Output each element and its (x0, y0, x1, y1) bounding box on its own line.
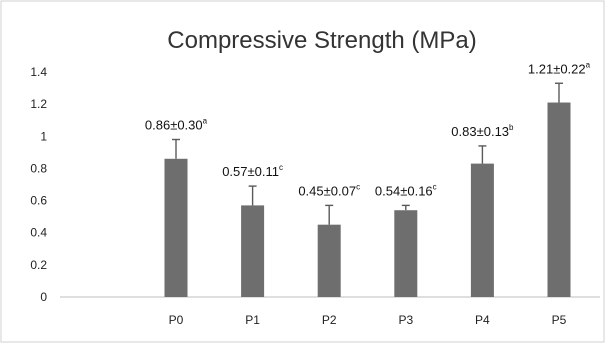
data-label-p5: 1.21±0.22a (528, 60, 591, 76)
y-tick-label: 0.8 (30, 161, 47, 175)
x-tick-label: P1 (245, 313, 260, 327)
data-labels: 0.86±0.30a 0.57±0.11c 0.45±0.07c 0.54±0.16c… (145, 60, 591, 198)
bar-p1 (241, 205, 265, 297)
x-tick-label: P2 (322, 313, 337, 327)
y-tick-label: 0 (40, 290, 47, 304)
x-tick-label: P3 (398, 313, 413, 327)
y-tick-label: 0.4 (30, 226, 47, 240)
x-tick-label: P4 (475, 313, 490, 327)
y-tick-label: 0.2 (30, 258, 47, 272)
error-bars (172, 82, 563, 225)
data-label-p2: 0.45±0.07c (298, 182, 360, 198)
bar-p5 (547, 102, 571, 298)
y-tick-label: 0.6 (30, 194, 47, 208)
x-tick-label: P0 (169, 313, 184, 327)
bar-p2 (317, 224, 341, 297)
x-tick-label: P5 (552, 313, 567, 327)
data-label-p1: 0.57±0.11c (222, 163, 283, 179)
bars (164, 102, 571, 298)
y-tick-label: 1 (40, 129, 47, 143)
data-label-p3: 0.54±0.16c (375, 182, 437, 198)
data-label-p0: 0.86±0.30a (145, 117, 208, 133)
bar-p4 (470, 163, 494, 297)
data-label-p4: 0.83±0.13b (451, 123, 514, 139)
x-axis-categories: P0 P1 P2 P3 P4 P5 (169, 313, 567, 327)
bar-p0 (164, 158, 188, 297)
y-axis: 0 0.2 0.4 0.6 0.8 1 1.2 1.4 (30, 65, 47, 304)
bar-p3 (394, 210, 418, 297)
y-tick-label: 1.2 (30, 97, 47, 111)
chart-title: Compressive Strength (MPa) (167, 27, 476, 54)
y-tick-label: 1.4 (30, 65, 47, 79)
